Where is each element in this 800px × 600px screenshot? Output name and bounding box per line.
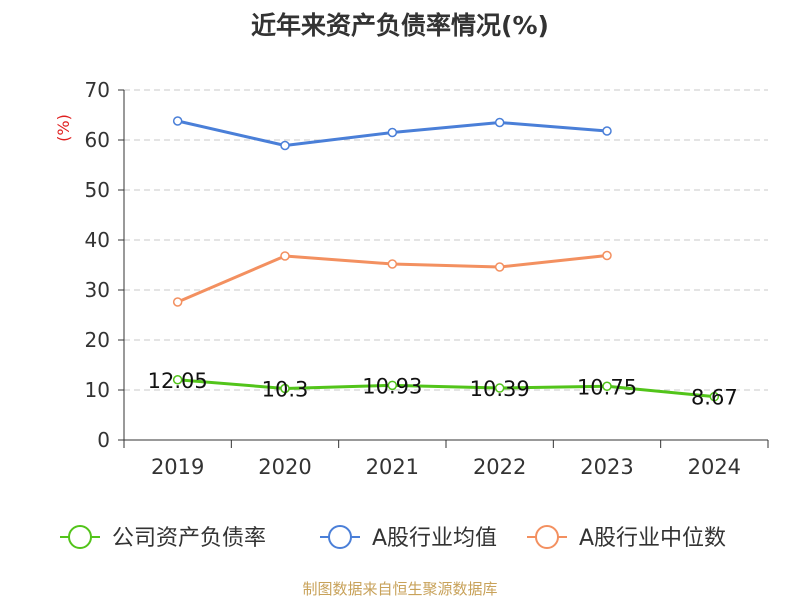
y-tick-label: 20	[85, 328, 110, 352]
data-point	[280, 251, 290, 261]
data-label: 12.05	[148, 369, 208, 393]
data-point	[602, 250, 612, 261]
data-point	[387, 380, 398, 391]
data-label: 10.93	[362, 374, 422, 398]
x-tick-label: 2022	[473, 455, 526, 479]
legend-label: 公司资产负债率	[112, 526, 266, 551]
x-tick-label: 2019	[151, 455, 204, 479]
y-axis-label: (%)	[54, 114, 73, 142]
legend-marker	[328, 525, 352, 549]
x-tick-label: 2024	[688, 455, 741, 479]
y-tick-label: 30	[85, 278, 110, 302]
legend-marker	[535, 525, 559, 549]
data-point	[494, 383, 505, 393]
legend-marker	[68, 525, 92, 549]
x-tick-label: 2023	[580, 455, 633, 479]
data-point	[172, 375, 183, 385]
data-label: 8.67	[691, 386, 738, 410]
data-point	[387, 127, 398, 138]
legend-label: A股行业均值	[372, 526, 497, 551]
x-tick-label: 2020	[258, 455, 311, 479]
chart-title: 近年来资产负债率情况(%)	[251, 11, 549, 40]
y-tick-label: 40	[85, 228, 110, 252]
x-tick-label: 2021	[366, 455, 419, 479]
y-tick-label: 70	[85, 78, 110, 102]
y-tick-label: 50	[85, 178, 110, 202]
data-point	[709, 391, 720, 402]
data-point	[172, 297, 183, 307]
series-line	[177, 378, 715, 399]
source-note: 制图数据来自恒生聚源数据库	[302, 580, 498, 598]
data-label: 10.75	[577, 375, 637, 399]
data-point	[280, 383, 290, 394]
data-point	[494, 262, 505, 272]
data-point	[280, 140, 290, 151]
data-point	[602, 381, 612, 391]
y-tick-label: 60	[85, 128, 110, 152]
data-point	[602, 126, 612, 136]
legend-label: A股行业中位数	[579, 526, 726, 551]
data-label: 10.39	[470, 377, 530, 401]
y-tick-label: 10	[85, 378, 110, 402]
data-point	[494, 117, 505, 128]
data-point	[172, 116, 183, 126]
data-point	[387, 259, 398, 269]
y-tick-label: 0	[97, 428, 110, 452]
data-label: 10.3	[262, 378, 309, 402]
